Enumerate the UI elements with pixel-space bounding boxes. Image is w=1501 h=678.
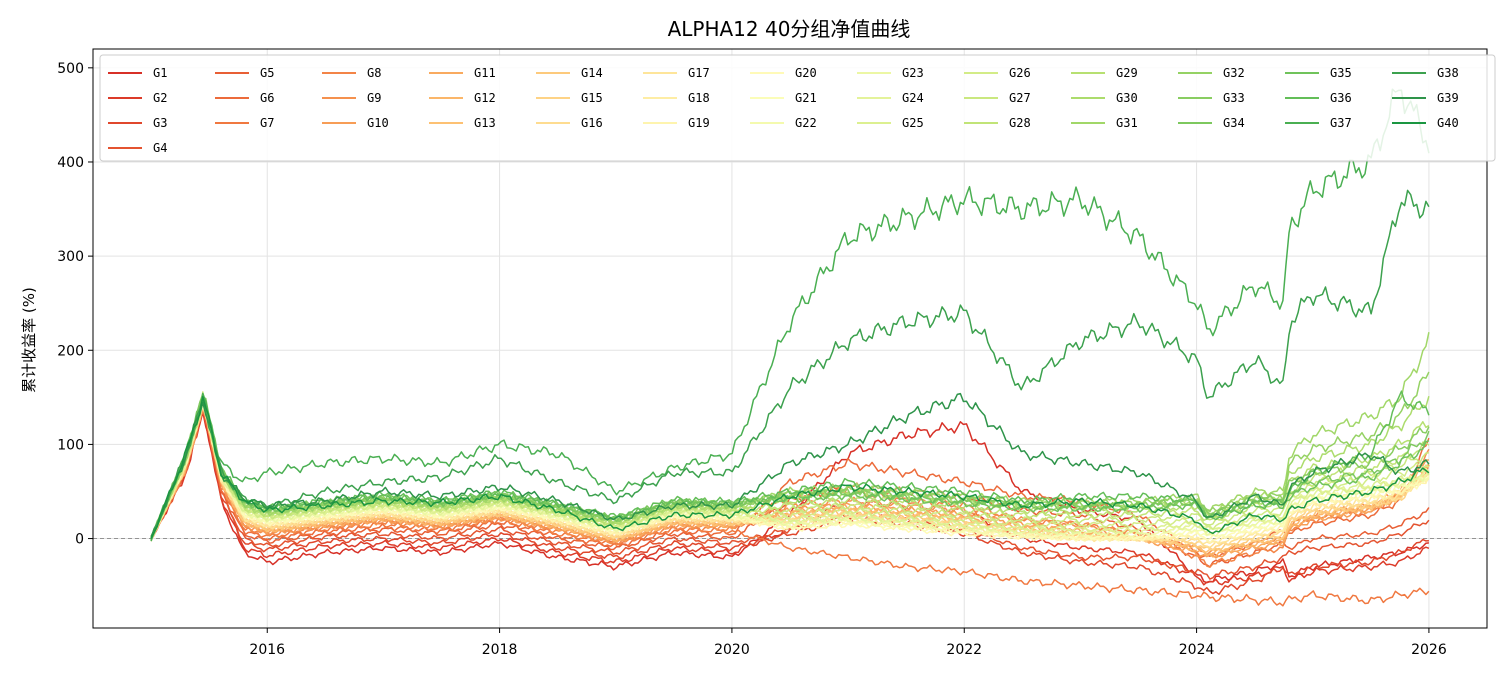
series-line-g36: [150, 390, 1430, 540]
legend-label: G5: [260, 66, 274, 80]
legend-label: G4: [153, 141, 167, 155]
legend-label: G36: [1330, 91, 1352, 105]
legend-label: G12: [474, 91, 496, 105]
chart-title: ALPHA12 40分组净值曲线: [668, 17, 911, 41]
y-tick-label: 400: [57, 155, 84, 171]
series-line-g31: [150, 332, 1430, 538]
series-line-g4: [150, 401, 1430, 580]
legend-label: G28: [1009, 116, 1031, 130]
y-tick-label: 500: [57, 61, 84, 77]
y-tick-label: 100: [57, 437, 84, 453]
legend-label: G21: [795, 91, 817, 105]
series-line-g29: [150, 396, 1430, 539]
series-line-g3: [150, 406, 1429, 596]
legend-label: G7: [260, 116, 274, 130]
y-axis-label: 累计收益率 (%): [20, 287, 38, 393]
legend-label: G25: [902, 116, 924, 130]
legend-label: G32: [1223, 66, 1245, 80]
legend-label: G1: [153, 66, 167, 80]
series-line-g37: [150, 88, 1430, 542]
legend-label: G22: [795, 116, 817, 130]
legend-label: G20: [795, 66, 817, 80]
legend-label: G9: [367, 91, 381, 105]
legend-label: G14: [581, 66, 603, 80]
series-lines: [150, 88, 1430, 607]
series-line-g40: [150, 396, 1430, 539]
legend-label: G6: [260, 91, 274, 105]
x-tick-label: 2020: [714, 642, 750, 658]
legend-label: G38: [1437, 66, 1459, 80]
legend-label: G34: [1223, 116, 1245, 130]
series-line-g12: [150, 398, 1430, 557]
legend-label: G29: [1116, 66, 1138, 80]
axes: 2016 2018 2020 2022 2024 2026 0 100 200 300 400 500: [57, 48, 1488, 658]
legend-label: G2: [153, 91, 167, 105]
legend-label: G26: [1009, 66, 1031, 80]
series-line-g39: [150, 392, 1430, 537]
legend-label: G31: [1116, 116, 1138, 130]
legend-label: G39: [1437, 91, 1459, 105]
x-tick-label: 2022: [946, 642, 982, 658]
legend-label: G17: [688, 66, 710, 80]
legend-label: G19: [688, 116, 710, 130]
legend-label: G10: [367, 116, 389, 130]
series-line-g7: [150, 406, 1430, 607]
x-tick-label: 2016: [249, 642, 285, 658]
legend-label: G23: [902, 66, 924, 80]
legend-label: G8: [367, 66, 381, 80]
legend-label: G3: [153, 116, 167, 130]
legend: G1 G2 G3 G4 G5 G6 G7 G8 G9 G10 G11 G12 G13 G14 G15 G16 G…: [99, 54, 1496, 162]
legend-label: G11: [474, 66, 496, 80]
legend-label: G33: [1223, 91, 1245, 105]
legend-label: G30: [1116, 91, 1138, 105]
legend-label: G13: [474, 116, 496, 130]
y-tick-label: 200: [57, 343, 84, 359]
legend-label: G18: [688, 91, 710, 105]
series-line-g38: [150, 189, 1430, 540]
legend-label: G15: [581, 91, 603, 105]
y-tick-label: 0: [75, 532, 84, 548]
legend-label: G27: [1009, 91, 1031, 105]
x-tick-label: 2024: [1179, 642, 1215, 658]
legend-frame: [99, 54, 1496, 162]
plot-frame: [92, 48, 1488, 629]
series-line-g26: [150, 391, 1430, 541]
legend-label: G24: [902, 91, 924, 105]
legend-label: G40: [1437, 116, 1459, 130]
series-line-g22: [150, 398, 1430, 542]
y-tick-label: 300: [57, 249, 84, 265]
legend-label: G35: [1330, 66, 1352, 80]
series-line-g25: [150, 398, 1430, 540]
x-tick-label: 2018: [482, 642, 518, 658]
legend-label: G16: [581, 116, 603, 130]
legend-label: G37: [1330, 116, 1352, 130]
x-tick-label: 2026: [1411, 642, 1447, 658]
